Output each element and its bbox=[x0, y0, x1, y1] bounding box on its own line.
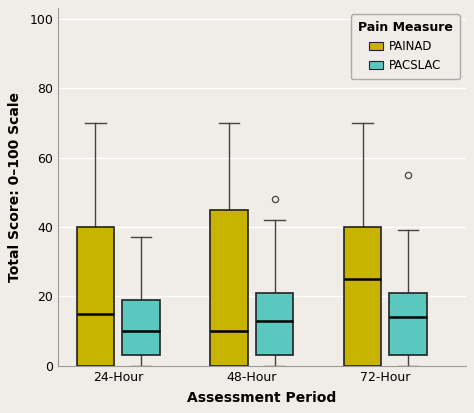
X-axis label: Assessment Period: Assessment Period bbox=[187, 391, 337, 405]
Bar bbox=[210, 210, 248, 366]
Bar bbox=[77, 227, 114, 366]
Bar bbox=[390, 293, 427, 356]
Legend: PAINAD, PACSLAC: PAINAD, PACSLAC bbox=[351, 14, 460, 79]
Bar bbox=[122, 300, 160, 356]
Y-axis label: Total Score: 0–100 Scale: Total Score: 0–100 Scale bbox=[9, 92, 22, 282]
Bar bbox=[256, 293, 293, 356]
Bar bbox=[344, 227, 382, 366]
